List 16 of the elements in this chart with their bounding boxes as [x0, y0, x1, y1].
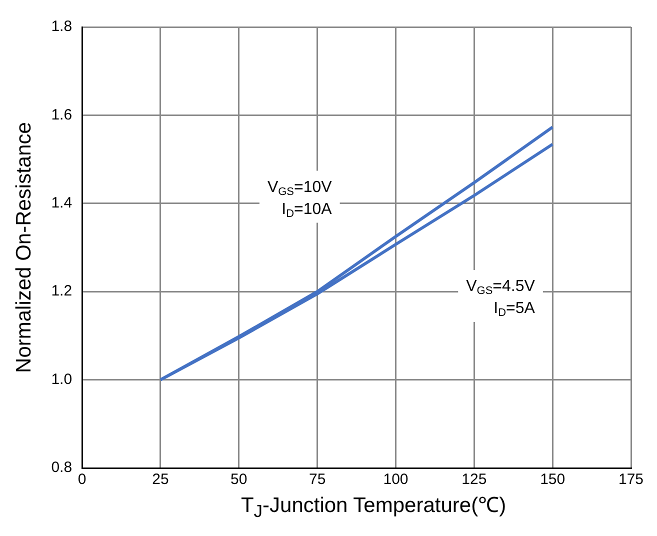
x-tick-label: 50: [230, 471, 248, 488]
x-tick-label: 150: [540, 471, 566, 488]
x-tick-label: 175: [618, 471, 644, 488]
y-axis-title: Normalized On-Resistance: [12, 122, 36, 373]
y-tick-label: 1.8: [51, 18, 72, 36]
y-tick-label: 1.2: [51, 282, 72, 300]
y-tick-label: 1.0: [51, 370, 72, 388]
x-tick-label: 125: [462, 471, 487, 488]
x-tick-label: 25: [152, 471, 169, 488]
x-tick-label: 75: [308, 471, 326, 488]
x-tick-label: 100: [383, 471, 408, 488]
x-axis-title: T$_{J}$-Junction Temperature(℃): [240, 493, 508, 524]
y-tick-label: 1.4: [51, 194, 72, 212]
y-tick-label: 1.6: [51, 106, 72, 124]
y-tick-label: 0.8: [51, 459, 72, 476]
x-tick-label: 0: [78, 471, 86, 488]
